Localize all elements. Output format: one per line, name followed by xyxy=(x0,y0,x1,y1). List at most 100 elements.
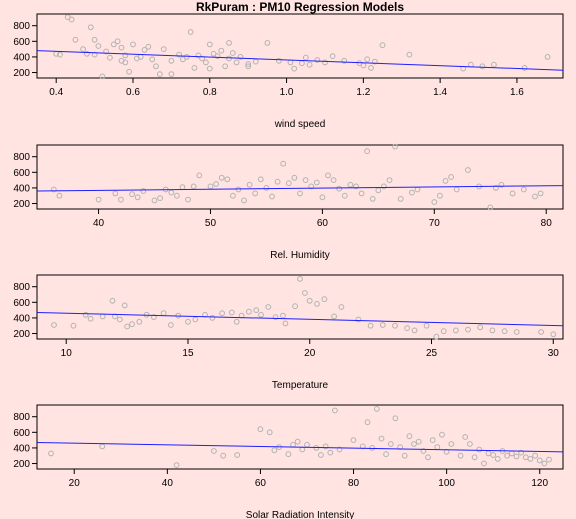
y-tick-label: 600 xyxy=(13,298,30,309)
data-point xyxy=(299,60,305,67)
regression-line xyxy=(36,50,564,71)
data-point xyxy=(414,186,421,193)
data-point xyxy=(355,316,362,323)
data-point xyxy=(314,57,321,63)
x-tick-label: 30 xyxy=(548,348,560,359)
data-point xyxy=(518,449,524,456)
x-axis-label: Rel. Humidity xyxy=(270,250,329,261)
data-point xyxy=(306,297,313,304)
y-tick-label: 400 xyxy=(13,443,30,454)
data-point xyxy=(222,63,229,70)
data-point xyxy=(114,38,121,45)
data-point xyxy=(378,435,385,442)
data-point xyxy=(487,204,494,211)
data-point xyxy=(347,181,354,188)
data-point xyxy=(392,143,399,150)
data-point xyxy=(276,57,282,64)
data-point xyxy=(513,453,520,460)
data-point xyxy=(95,196,102,203)
data-point xyxy=(51,322,57,328)
data-point xyxy=(359,443,366,450)
data-point xyxy=(489,327,496,334)
data-point xyxy=(336,185,343,192)
y-tick-label: 200 xyxy=(13,199,30,210)
y-tick-label: 200 xyxy=(13,68,30,79)
data-point xyxy=(485,450,492,457)
y-tick-label: 400 xyxy=(13,313,30,324)
data-point xyxy=(448,174,455,180)
panel-2: 40 50 60 70 80 200 400 600 800 Rel. Humidity xyxy=(13,143,564,261)
data-point xyxy=(442,178,449,184)
data-point xyxy=(294,438,301,445)
data-point xyxy=(226,55,232,62)
data-point xyxy=(196,172,203,179)
data-point xyxy=(429,437,436,444)
data-point xyxy=(252,190,259,197)
data-point xyxy=(481,460,487,467)
x-tick-label: 20 xyxy=(69,478,81,489)
data-point xyxy=(257,176,264,183)
data-point xyxy=(291,174,298,181)
data-point xyxy=(183,54,190,60)
data-point xyxy=(453,186,460,193)
x-tick-label: 15 xyxy=(182,348,194,359)
data-point xyxy=(192,316,199,323)
data-point xyxy=(187,29,194,35)
y-tick-label: 800 xyxy=(13,152,30,163)
data-point xyxy=(431,199,438,205)
y-tick-label: 600 xyxy=(13,168,30,179)
data-point xyxy=(126,68,133,75)
data-point xyxy=(203,59,209,66)
data-point xyxy=(368,65,374,71)
data-point xyxy=(209,315,216,321)
panel-3: 10 15 20 25 30 200 400 600 800 Temperature xyxy=(13,274,564,391)
data-point xyxy=(501,328,508,335)
data-point xyxy=(245,61,252,67)
data-point xyxy=(372,58,378,65)
data-point xyxy=(325,172,331,179)
data-point xyxy=(274,178,281,185)
data-point xyxy=(145,43,152,50)
data-point xyxy=(257,426,264,433)
data-point xyxy=(457,452,464,459)
data-point xyxy=(87,24,94,31)
data-point xyxy=(174,192,180,199)
data-point xyxy=(84,50,90,57)
x-tick-label: 50 xyxy=(205,218,217,229)
data-point xyxy=(314,301,320,307)
data-point xyxy=(369,445,376,451)
data-point xyxy=(536,457,543,464)
x-tick-label: 70 xyxy=(429,218,441,229)
x-tick-label: 40 xyxy=(93,218,105,229)
data-point xyxy=(350,437,357,444)
data-point xyxy=(110,41,117,48)
data-point xyxy=(341,192,348,199)
data-point xyxy=(404,325,411,332)
regression-line xyxy=(36,441,564,453)
x-tick-label: 40 xyxy=(162,478,174,489)
data-point xyxy=(80,46,86,52)
data-point xyxy=(228,309,235,316)
data-point xyxy=(190,183,197,190)
data-point xyxy=(269,193,275,200)
y-tick-label: 800 xyxy=(13,282,30,293)
data-point xyxy=(122,52,129,59)
data-point xyxy=(213,181,220,187)
data-point xyxy=(490,452,497,458)
data-point xyxy=(253,307,260,314)
data-point xyxy=(477,324,484,331)
data-point xyxy=(392,415,399,422)
x-tick-label: 1.0 xyxy=(280,87,294,98)
data-point xyxy=(479,63,486,70)
data-point xyxy=(465,167,471,173)
x-tick-label: 0.8 xyxy=(203,87,217,98)
data-point xyxy=(130,41,136,48)
data-point xyxy=(508,450,515,457)
data-point xyxy=(504,452,511,459)
data-point xyxy=(379,322,386,328)
y-tick-label: 600 xyxy=(13,37,30,48)
x-tick-label: 0.4 xyxy=(49,87,63,98)
data-point xyxy=(297,190,303,197)
data-point xyxy=(157,195,164,202)
data-point xyxy=(173,462,180,469)
